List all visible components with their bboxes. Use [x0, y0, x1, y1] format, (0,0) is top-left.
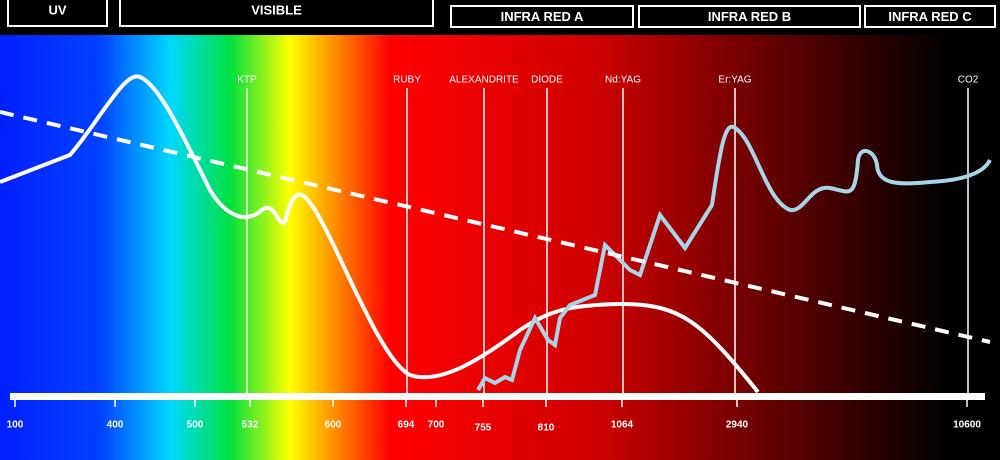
laser-label: KTP	[237, 75, 257, 86]
band-box	[7, 0, 108, 27]
band-label: INFRA RED C	[888, 9, 972, 24]
band-label: VISIBLE	[251, 2, 302, 17]
tick-label: 700	[428, 420, 445, 431]
band-label: UV	[48, 2, 66, 17]
tick-label: 500	[187, 420, 204, 431]
melanin-curve	[0, 74, 760, 394]
laser-label: CO2	[958, 75, 979, 86]
water-curve	[476, 124, 992, 392]
tick-label: 755	[475, 423, 492, 434]
laser-label: RUBY	[393, 75, 421, 86]
laser-label: DIODE	[531, 75, 563, 86]
laser-label: Er:YAG	[718, 75, 751, 86]
axis-bar	[10, 393, 985, 400]
tick-label: 600	[325, 420, 342, 431]
tick-label: 694	[398, 420, 415, 431]
tick-label: 10600	[953, 420, 981, 431]
tick-label: 400	[107, 420, 124, 431]
tick-label: 532	[242, 420, 259, 431]
band-box	[119, 0, 434, 27]
tick-label: 2940	[726, 420, 749, 431]
band-label: INFRA RED A	[501, 9, 584, 24]
tick-label: 100	[7, 420, 24, 431]
band-label: INFRA RED B	[708, 9, 791, 24]
laser-label: Nd:YAG	[605, 75, 641, 86]
band-box	[638, 5, 861, 28]
tick-label: 810	[538, 423, 555, 434]
band-box	[450, 5, 634, 28]
penetration-line	[0, 110, 991, 344]
band-box	[864, 5, 996, 28]
tick-label: 1064	[611, 420, 634, 431]
laser-label: ALEXANDRITE	[449, 75, 519, 86]
